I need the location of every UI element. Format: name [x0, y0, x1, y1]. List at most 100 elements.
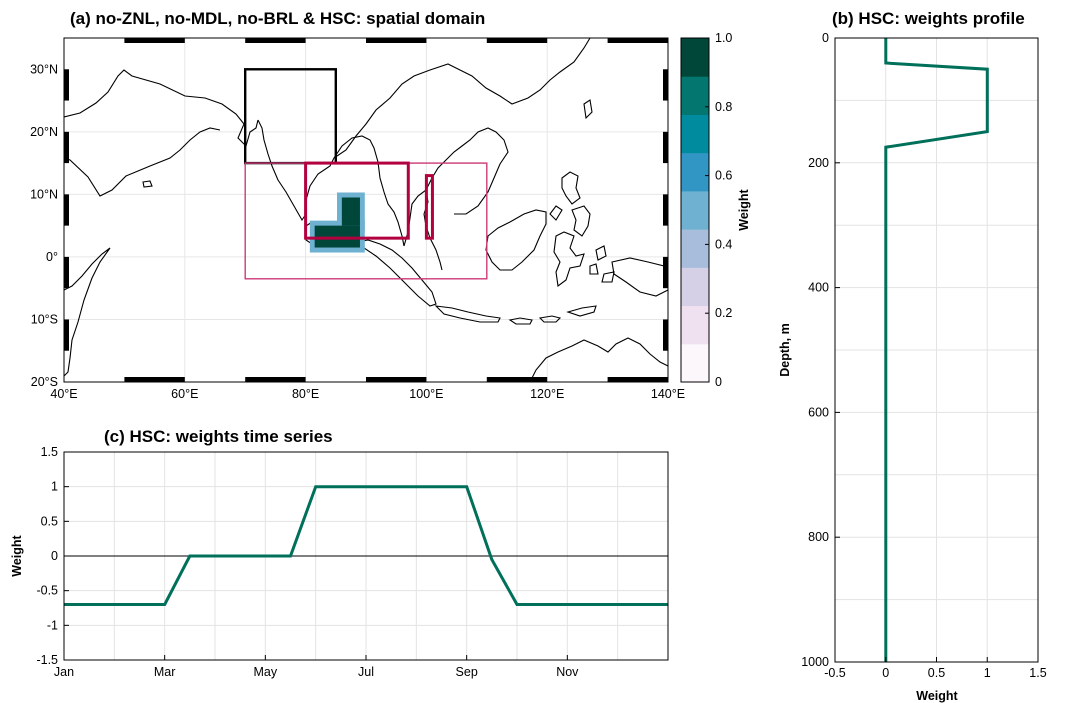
profile-series-line: [884, 38, 989, 662]
map-border-ticks: [64, 38, 668, 382]
colorbar-cell: [681, 114, 709, 154]
timeseries-title: (c) HSC: weights time series: [104, 427, 333, 446]
colorbar-cell: [681, 76, 709, 115]
colorbar-frame: [680, 37, 710, 383]
map-xtick-label: 100°E: [409, 387, 443, 401]
border-block-left: [64, 69, 69, 101]
map-xtick-label: 120°E: [530, 387, 564, 401]
colorbar-cells: [681, 38, 709, 383]
colorbar: 0 0.2 0.4 0.6 0.8 1.0 Weight: [680, 31, 751, 389]
map-axis-ticks: 40°E 60°E 80°E 100°E 120°E 140°E 20°S 10°S 0° 10°…: [30, 62, 685, 401]
border-block-right: [663, 69, 668, 101]
weight-core-cell: [314, 225, 360, 248]
profile-ytick-label: 0: [822, 31, 829, 45]
colorbar-tick-label: 0.8: [715, 100, 732, 114]
map-ytick-label: 20°N: [30, 125, 58, 139]
timeseries-ytick-label: -0.5: [36, 584, 58, 598]
timeseries-ylabel: Weight: [10, 534, 24, 576]
border-block-left: [64, 319, 69, 351]
colorbar-ticks: 0 0.2 0.4 0.6 0.8 1.0: [705, 31, 732, 389]
profile-xtick-label: 1: [984, 666, 991, 680]
timeseries-ytick-label: -1: [47, 618, 58, 632]
colorbar-tick-label: 1.0: [715, 31, 732, 45]
border-block-left: [64, 131, 69, 164]
timeseries-panel: (c) HSC: weights time series Jan Mar May Ju…: [10, 427, 669, 679]
map-ytick-label: 30°N: [30, 62, 58, 76]
colorbar-label: Weight: [737, 188, 751, 230]
weight-field: [309, 192, 365, 253]
profile-xtick-label: 0: [882, 666, 889, 680]
border-block-right: [663, 319, 668, 351]
map-ytick-label: 20°S: [31, 375, 58, 389]
coastline-drawing: [64, 38, 668, 382]
timeseries-xtick-label: Sep: [456, 665, 478, 679]
timeseries-ytick-label: 0: [51, 549, 58, 563]
domain-boxes: [243, 68, 488, 280]
timeseries-series-line: [64, 485, 668, 606]
map-xtick-label: 140°E: [651, 387, 685, 401]
timeseries-xtick-label: Jul: [358, 665, 374, 679]
colorbar-cell: [681, 229, 709, 268]
border-block-bottom: [124, 377, 185, 382]
map-background: [64, 38, 668, 382]
profile-ticks: -0.5 0 0.5 1 1.5 0 200 400 600 800 1000: [801, 31, 1047, 680]
colorbar-tick-label: 0.4: [715, 237, 732, 251]
profile-xtick-label: -0.5: [824, 666, 846, 680]
profile-title: (b) HSC: weights profile: [832, 9, 1025, 28]
map-ytick-label: 10°S: [31, 312, 58, 326]
timeseries-xtick-label: Nov: [556, 665, 579, 679]
timeseries-ticks: Jan Mar May Jul Sep Nov -1.5 -1 -0.5 0 0.5 1 1.5: [36, 445, 579, 679]
colorbar-cell: [681, 305, 709, 345]
map-panel: (a) no-ZNL, no-MDL, no-BRL & HSC: spatia…: [30, 9, 685, 401]
timeseries-ytick-label: 0.5: [41, 514, 58, 528]
map-ytick-label: 10°N: [30, 187, 58, 201]
border-block-bottom: [245, 377, 306, 382]
profile-ytick-label: 200: [808, 156, 829, 170]
border-block-right: [663, 256, 668, 289]
colorbar-tick-label: 0.6: [715, 169, 732, 183]
colorbar-cell: [681, 343, 709, 383]
colorbar-tick-label: 0.2: [715, 306, 732, 320]
border-block-bottom: [486, 377, 548, 382]
border-block-bottom: [607, 377, 668, 382]
border-block-left: [64, 194, 69, 226]
profile-ylabel: Depth, m: [778, 323, 792, 376]
border-block-top: [366, 38, 427, 43]
border-block-bottom: [366, 377, 427, 382]
map-grid: [64, 38, 668, 382]
colorbar-tick-label: 0: [715, 375, 722, 389]
weight-core-cell: [341, 197, 360, 226]
border-block-left: [64, 256, 69, 289]
border-block-top: [486, 38, 548, 43]
colorbar-cell: [681, 38, 709, 77]
profile-ytick-label: 1000: [801, 655, 829, 669]
domain-box: [304, 161, 410, 240]
profile-xtick-label: 1.5: [1029, 666, 1046, 680]
profile-ytick-label: 600: [808, 405, 829, 419]
border-block-right: [663, 194, 668, 226]
colorbar-cell: [681, 190, 709, 230]
profile-xlabel: Weight: [916, 689, 958, 703]
timeseries-xtick-label: Jan: [54, 665, 74, 679]
border-block-top: [607, 38, 668, 43]
border-block-right: [663, 131, 668, 164]
map-title: (a) no-ZNL, no-MDL, no-BRL & HSC: spatia…: [70, 9, 485, 28]
timeseries-ytick-label: 1.5: [41, 445, 58, 459]
border-block-top: [245, 38, 306, 43]
timeseries-xtick-label: Mar: [154, 665, 176, 679]
colorbar-cell: [681, 267, 709, 307]
border-block-top: [124, 38, 185, 43]
profile-xtick-label: 0.5: [928, 666, 945, 680]
timeseries-ytick-label: 1: [51, 480, 58, 494]
map-xtick-label: 60°E: [171, 387, 198, 401]
domain-box: [424, 174, 434, 240]
timeseries-ytick-label: -1.5: [36, 653, 58, 667]
timeseries-xtick-label: May: [254, 665, 278, 679]
colorbar-cell: [681, 152, 709, 192]
profile-panel: (b) HSC: weights profile -0.5 0 0.5 1 1.5 0 20…: [778, 9, 1047, 703]
profile-ytick-label: 400: [808, 281, 829, 295]
map-xtick-label: 80°E: [292, 387, 319, 401]
map-xtick-label: 40°E: [50, 387, 77, 401]
profile-ytick-label: 800: [808, 530, 829, 544]
